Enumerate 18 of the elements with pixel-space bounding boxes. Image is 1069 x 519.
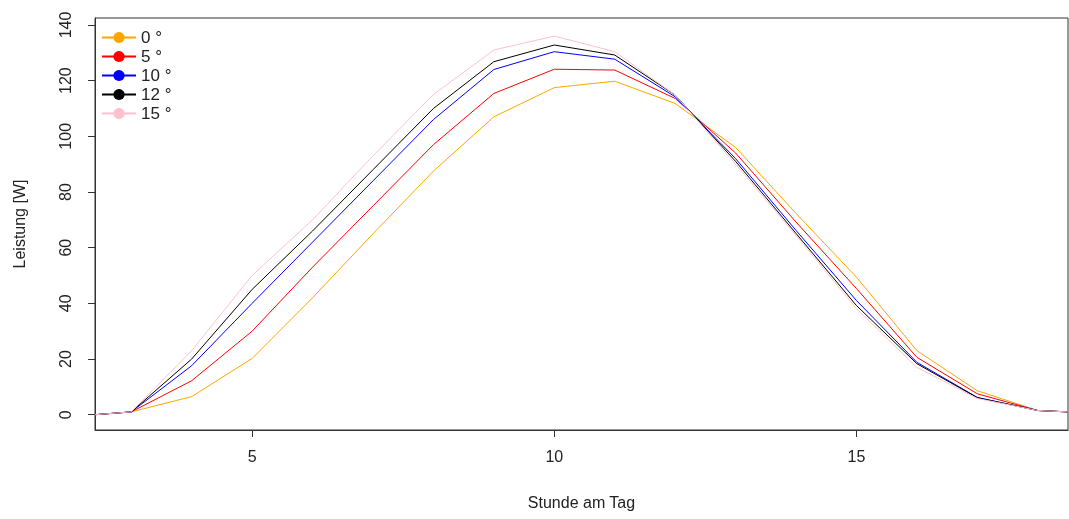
legend-label: 5 ° [141,47,162,66]
x-tick-label: 15 [847,447,866,465]
y-tick-label: 100 [56,122,74,150]
y-tick-label: 20 [56,350,74,368]
legend-label: 12 ° [141,85,172,104]
y-tick-label: 0 [56,410,74,420]
y-tick-label: 120 [56,67,74,94]
x-axis-title: Stunde am Tag [527,493,636,511]
y-tick-label: 40 [56,294,74,313]
legend-label: 0 ° [141,28,162,47]
y-tick-label: 140 [56,11,74,39]
x-tick-label: 10 [545,447,564,465]
legend-label: 10 ° [141,66,172,85]
y-tick-label: 60 [56,238,74,257]
x-tick-label: 5 [247,447,257,465]
legend-label: 15 ° [141,104,172,123]
y-axis-title: Leistung [W] [10,179,28,269]
y-tick-label: 80 [56,182,74,201]
